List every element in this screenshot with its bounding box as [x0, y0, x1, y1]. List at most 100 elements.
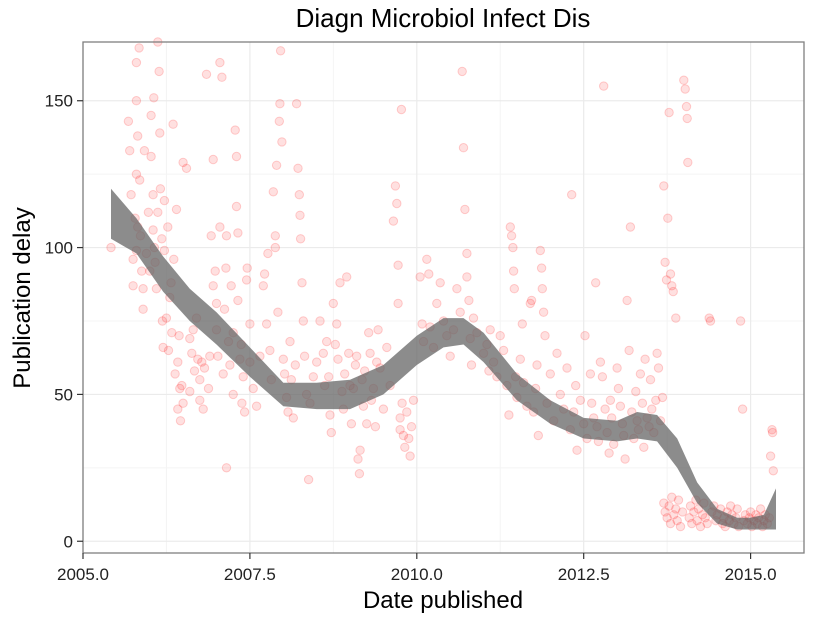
data-point: [146, 151, 156, 162]
data-point: [669, 510, 679, 520]
data-point: [187, 348, 197, 358]
data-point: [275, 46, 286, 56]
data-point: [153, 207, 163, 218]
data-point: [575, 395, 586, 405]
data-point: [259, 269, 270, 279]
y-tick-label: 150: [45, 92, 73, 111]
data-point: [342, 272, 352, 282]
data-point: [647, 404, 657, 414]
data-point: [146, 110, 156, 121]
data-point: [125, 146, 135, 156]
data-point: [659, 498, 669, 508]
data-point: [536, 263, 547, 273]
data-point: [587, 398, 597, 408]
smooth-band: [111, 188, 776, 530]
data-point: [205, 351, 215, 361]
data-point: [271, 160, 282, 171]
data-point: [424, 269, 434, 279]
data-point: [466, 360, 477, 370]
data-point: [372, 357, 382, 367]
data-point: [591, 278, 601, 288]
data-point: [185, 333, 195, 344]
data-point: [452, 284, 462, 294]
data-point: [700, 513, 710, 523]
data-point: [681, 101, 692, 112]
data-point: [435, 278, 445, 288]
data-point: [408, 395, 419, 405]
data-point: [625, 222, 636, 232]
data-point: [671, 504, 681, 514]
data-point: [458, 143, 469, 153]
data-point: [217, 72, 227, 82]
data-point: [148, 225, 158, 235]
data-point: [106, 242, 116, 253]
data-point: [308, 372, 318, 382]
data-point: [168, 119, 178, 129]
data-point: [580, 331, 590, 341]
data-point: [178, 398, 188, 408]
data-point: [215, 222, 225, 232]
data-point: [537, 284, 547, 294]
y-tick-label: 100: [45, 239, 73, 258]
data-point: [226, 281, 236, 291]
data-point: [251, 401, 262, 411]
y-tick-label: 0: [64, 532, 73, 551]
data-point: [193, 354, 203, 364]
data-point: [278, 354, 288, 364]
data-point: [517, 319, 527, 329]
data-point: [657, 392, 668, 403]
data-point: [631, 386, 641, 397]
data-point: [639, 442, 649, 452]
data-point: [346, 419, 357, 429]
data-point: [242, 263, 252, 273]
data-point: [275, 99, 285, 109]
data-point: [210, 266, 220, 276]
data-point: [506, 231, 517, 241]
data-point: [406, 422, 417, 432]
data-point: [725, 501, 736, 511]
data-point: [393, 260, 403, 270]
data-point: [652, 348, 662, 358]
data-point: [668, 286, 678, 297]
data-point: [293, 163, 303, 174]
data-point: [208, 281, 218, 291]
data-point: [509, 284, 519, 294]
data-point: [417, 319, 427, 329]
data-point: [665, 518, 676, 529]
data-point: [397, 398, 407, 408]
data-point: [687, 518, 697, 529]
data-point: [392, 198, 402, 209]
data-point: [258, 281, 268, 291]
data-point: [155, 184, 166, 194]
data-point: [504, 410, 514, 420]
data-point: [134, 43, 144, 53]
data-point: [682, 113, 692, 124]
data-point: [382, 342, 392, 353]
data-point: [286, 375, 296, 385]
data-point: [263, 248, 273, 259]
y-tick-label: 50: [54, 385, 73, 404]
data-point: [126, 190, 136, 200]
data-point: [157, 234, 167, 244]
data-point: [620, 454, 630, 464]
data-point: [299, 351, 310, 361]
data-point: [138, 284, 148, 294]
data-point: [604, 448, 614, 458]
data-point: [768, 466, 778, 476]
data-point: [238, 372, 248, 382]
data-point: [221, 463, 232, 473]
data-point: [188, 325, 198, 335]
data-point: [273, 307, 283, 317]
data-point: [373, 325, 383, 335]
data-point: [324, 372, 334, 382]
data-point: [325, 410, 335, 420]
data-point: [422, 254, 432, 264]
data-point: [664, 501, 674, 511]
data-point: [683, 157, 693, 168]
data-point: [239, 407, 250, 417]
data-point: [353, 454, 363, 464]
data-point: [526, 295, 537, 306]
data-point: [333, 354, 343, 364]
data-point: [283, 407, 293, 417]
data-point: [615, 401, 626, 411]
